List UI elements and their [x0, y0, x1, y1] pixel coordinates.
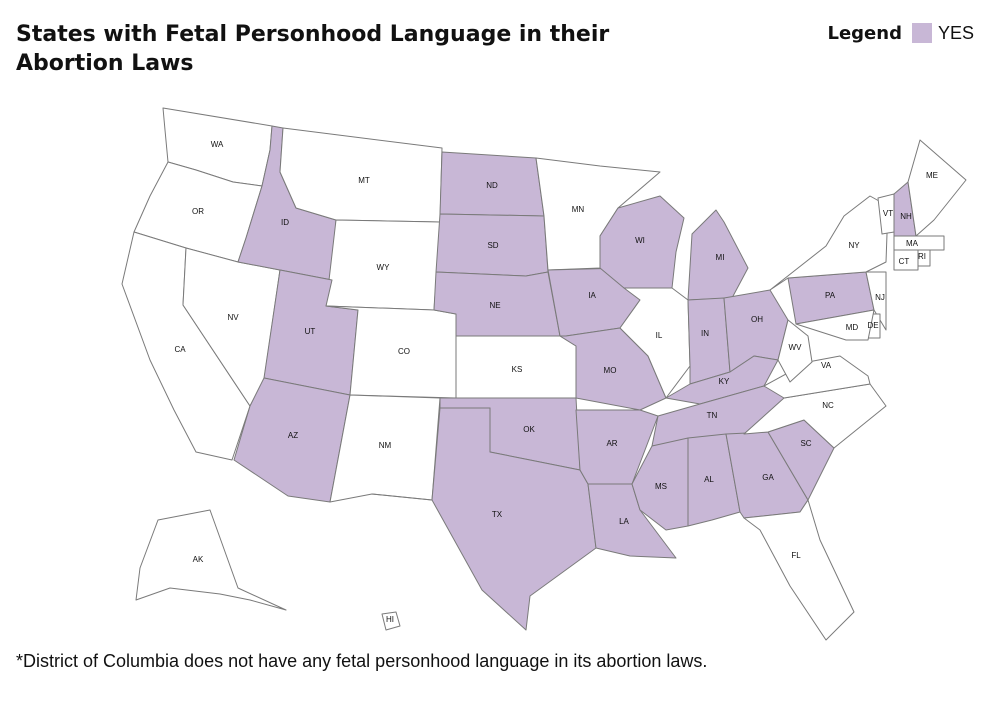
state-wv [777, 319, 813, 383]
state-label-ne: NE [489, 301, 500, 310]
state-label-ct: CT [899, 257, 910, 266]
state-label-tn: TN [707, 411, 718, 420]
state-nj [865, 271, 887, 331]
state-label-ar: AR [606, 439, 617, 448]
state-label-pa: PA [825, 291, 836, 300]
legend-yes-swatch [911, 23, 932, 43]
legend: Legend YES [827, 20, 974, 46]
state-label-wy: WY [377, 263, 391, 272]
footnote: *District of Columbia does not have any … [16, 651, 708, 671]
legend-title: Legend [827, 22, 902, 44]
state-label-ky: KY [719, 377, 730, 386]
state-label-ny: NY [848, 241, 860, 250]
state-label-nv: NV [227, 313, 239, 322]
state-wi [599, 195, 685, 289]
state-label-tx: TX [492, 510, 503, 519]
state-tx [371, 407, 597, 631]
state-label-id: ID [281, 218, 289, 227]
map-title: States with Fetal Personhood Language in… [16, 22, 610, 76]
state-label-nm: NM [379, 441, 392, 450]
state-label-me: ME [926, 171, 938, 180]
state-label-ms: MS [655, 482, 667, 491]
state-label-ca: CA [174, 345, 186, 354]
state-hi [381, 611, 401, 631]
state-label-ok: OK [523, 425, 535, 434]
state-md [795, 309, 875, 341]
state-label-mo: MO [604, 366, 617, 375]
state-label-sd: SD [487, 241, 498, 250]
state-in [687, 297, 731, 385]
state-label-il: IL [656, 331, 663, 340]
state-label-ga: GA [762, 473, 774, 482]
state-label-nc: NC [822, 401, 834, 410]
state-label-al: AL [704, 475, 714, 484]
state-ct [893, 249, 919, 271]
state-label-co: CO [398, 347, 410, 356]
state-ri [917, 249, 931, 267]
state-label-ut: UT [305, 327, 316, 336]
state-label-oh: OH [751, 315, 763, 324]
state-label-nd: ND [486, 181, 498, 190]
state-label-vt: VT [883, 209, 893, 218]
state-label-ks: KS [512, 365, 523, 374]
state-label-wa: WA [211, 140, 224, 149]
state-label-or: OR [192, 207, 204, 216]
state-label-wv: WV [789, 343, 803, 352]
state-label-nh: NH [900, 212, 912, 221]
state-label-va: VA [821, 361, 832, 370]
state-nc [743, 383, 887, 449]
state-label-ma: MA [906, 239, 919, 248]
state-label-mn: MN [572, 205, 585, 214]
state-label-ak: AK [193, 555, 204, 564]
state-label-de: DE [867, 321, 878, 330]
state-label-la: LA [619, 517, 629, 526]
state-mt [279, 127, 443, 223]
state-label-mt: MT [358, 176, 370, 185]
state-label-hi: HI [386, 615, 394, 624]
state-label-wi: WI [635, 236, 645, 245]
state-label-ia: IA [588, 291, 596, 300]
state-al [687, 433, 741, 527]
state-label-ri: RI [918, 252, 926, 261]
state-label-az: AZ [288, 431, 298, 440]
state-label-sc: SC [800, 439, 811, 448]
state-ak [135, 509, 287, 611]
state-label-md: MD [846, 323, 859, 332]
state-label-mi: MI [716, 253, 725, 262]
state-label-in: IN [701, 329, 709, 338]
state-me [907, 139, 967, 237]
state-label-fl: FL [791, 551, 801, 560]
state-fl [743, 499, 855, 641]
legend-yes-label: YES [937, 22, 974, 43]
state-label-nj: NJ [875, 293, 885, 302]
state-ma [893, 235, 945, 251]
